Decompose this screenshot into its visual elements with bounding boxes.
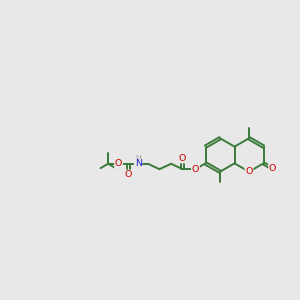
Text: O: O (245, 167, 253, 176)
Text: O: O (125, 170, 132, 179)
Text: O: O (269, 164, 276, 173)
Text: O: O (179, 154, 186, 163)
Text: O: O (115, 159, 122, 168)
Text: N: N (135, 159, 142, 168)
Text: O: O (192, 165, 199, 174)
Text: H: H (135, 155, 141, 164)
